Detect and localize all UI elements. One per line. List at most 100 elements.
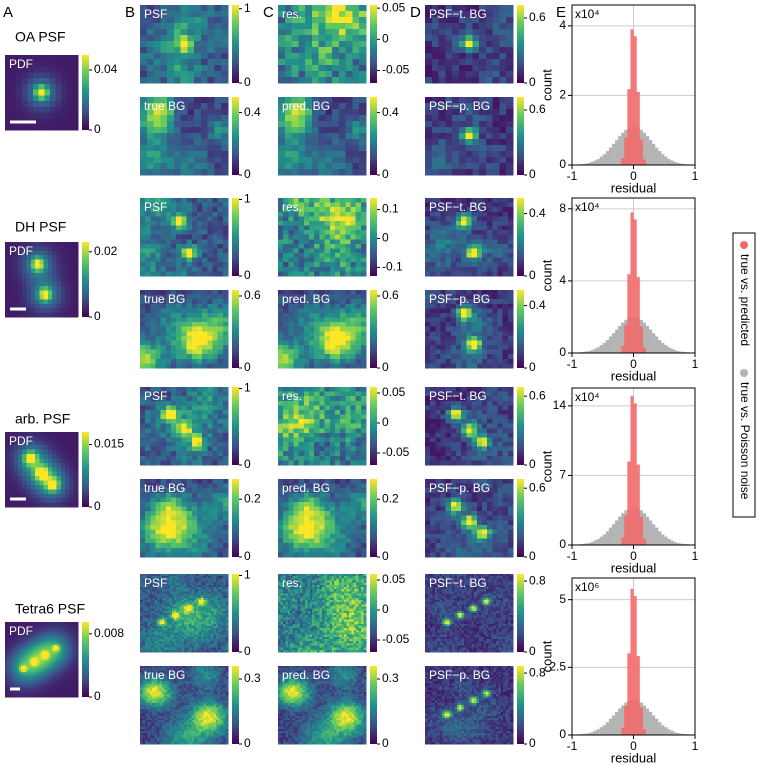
- image-pixel: [314, 391, 320, 397]
- image-pixel: [165, 432, 172, 438]
- image-pixel: [186, 437, 193, 443]
- image-pixel: [212, 326, 218, 332]
- image-pixel: [278, 266, 284, 272]
- image-pixel: [340, 547, 346, 553]
- image-pixel: [207, 506, 213, 512]
- image-pixel: [181, 326, 187, 332]
- image-pixel: [458, 163, 466, 170]
- image-pixel: [167, 109, 175, 116]
- image-pixel: [288, 308, 294, 314]
- image-pixel: [207, 71, 215, 78]
- image-pixel: [340, 230, 346, 236]
- image-pixel: [293, 230, 300, 236]
- image-pixel: [181, 419, 187, 425]
- image-pixel: [39, 277, 44, 283]
- image-pixel: [283, 349, 289, 355]
- image-pixel: [324, 216, 331, 222]
- image-pixel: [69, 502, 75, 508]
- image-pixel: [324, 354, 331, 360]
- image-pixel: [319, 303, 325, 309]
- image-pixel: [458, 41, 466, 48]
- image-pixel: [145, 220, 151, 226]
- image-pixel: [160, 145, 168, 152]
- image-pixel: [438, 139, 446, 146]
- image-pixel: [425, 47, 433, 54]
- image-pixel: [196, 248, 203, 254]
- image-pixel: [202, 335, 208, 341]
- image-pixel: [309, 243, 315, 249]
- image-pixel: [345, 299, 351, 305]
- image-pixel: [435, 248, 441, 254]
- image-pixel: [181, 442, 187, 447]
- image-pixel: [340, 432, 346, 438]
- image-pixel: [487, 253, 493, 258]
- image-pixel: [303, 501, 310, 507]
- image-pixel: [430, 220, 436, 226]
- image-pixel: [465, 23, 473, 30]
- image-pixel: [476, 396, 483, 402]
- image-pixel: [150, 294, 156, 300]
- image-pixel: [146, 139, 154, 146]
- image-pixel: [345, 220, 351, 226]
- image-pixel: [332, 35, 340, 42]
- image-pixel: [146, 163, 154, 170]
- image-pixel: [350, 501, 356, 507]
- image-pixel: [487, 303, 493, 309]
- image-pixel: [465, 77, 473, 84]
- image-pixel: [481, 243, 488, 249]
- image-pixel: [60, 502, 66, 508]
- image-pixel: [438, 65, 446, 72]
- image-pixel: [329, 483, 336, 489]
- image-pixel: [207, 53, 215, 60]
- colorbar-tick-label: 0: [529, 268, 536, 282]
- image-pixel: [329, 414, 336, 420]
- image-pixel: [217, 391, 224, 397]
- image-pixel: [487, 234, 493, 240]
- image-pixel: [497, 198, 503, 203]
- image-pixel: [345, 59, 353, 66]
- image-pixel: [435, 299, 441, 305]
- image-pixel: [497, 340, 503, 346]
- image-pixel: [445, 211, 452, 217]
- image-pixel: [212, 312, 218, 318]
- image-pixel: [187, 133, 195, 140]
- image-pixel: [22, 498, 27, 503]
- image-pixel: [145, 423, 151, 429]
- image-pixel: [283, 552, 289, 558]
- image-pixel: [340, 428, 346, 434]
- image-pixel: [13, 303, 19, 309]
- image-pixel: [479, 151, 487, 158]
- image-pixel: [10, 60, 17, 67]
- colorbar-tick-label: 0.015: [94, 437, 124, 451]
- image-pixel: [222, 479, 229, 484]
- image-pixel: [492, 133, 500, 140]
- image-pixel: [350, 220, 356, 226]
- image-pixel: [430, 271, 436, 277]
- image-pixel: [311, 65, 319, 72]
- image-pixel: [140, 331, 146, 337]
- image-pixel: [298, 77, 306, 84]
- image-pixel: [461, 349, 467, 355]
- image-pixel: [222, 243, 229, 249]
- image-pixel: [487, 363, 493, 369]
- image-pixel: [471, 271, 478, 277]
- image-pixel: [360, 271, 367, 277]
- image-pixel: [350, 483, 356, 489]
- image-pixel: [314, 294, 320, 300]
- image-pixel: [207, 163, 215, 170]
- image-pixel: [202, 202, 208, 208]
- image-pixel: [171, 419, 177, 425]
- image-pixel: [425, 145, 433, 152]
- image-pixel: [485, 151, 493, 158]
- image-pixel: [329, 211, 336, 217]
- image-pixel: [471, 290, 478, 295]
- image-pixel: [345, 446, 351, 452]
- image-pixel: [214, 139, 222, 146]
- image-pixel: [340, 248, 346, 254]
- image-pixel: [471, 358, 478, 364]
- image-pixel: [160, 243, 167, 249]
- image-pixel: [305, 115, 313, 122]
- image-pixel: [165, 358, 172, 364]
- image-pixel: [61, 95, 68, 102]
- image-pixel: [191, 437, 198, 443]
